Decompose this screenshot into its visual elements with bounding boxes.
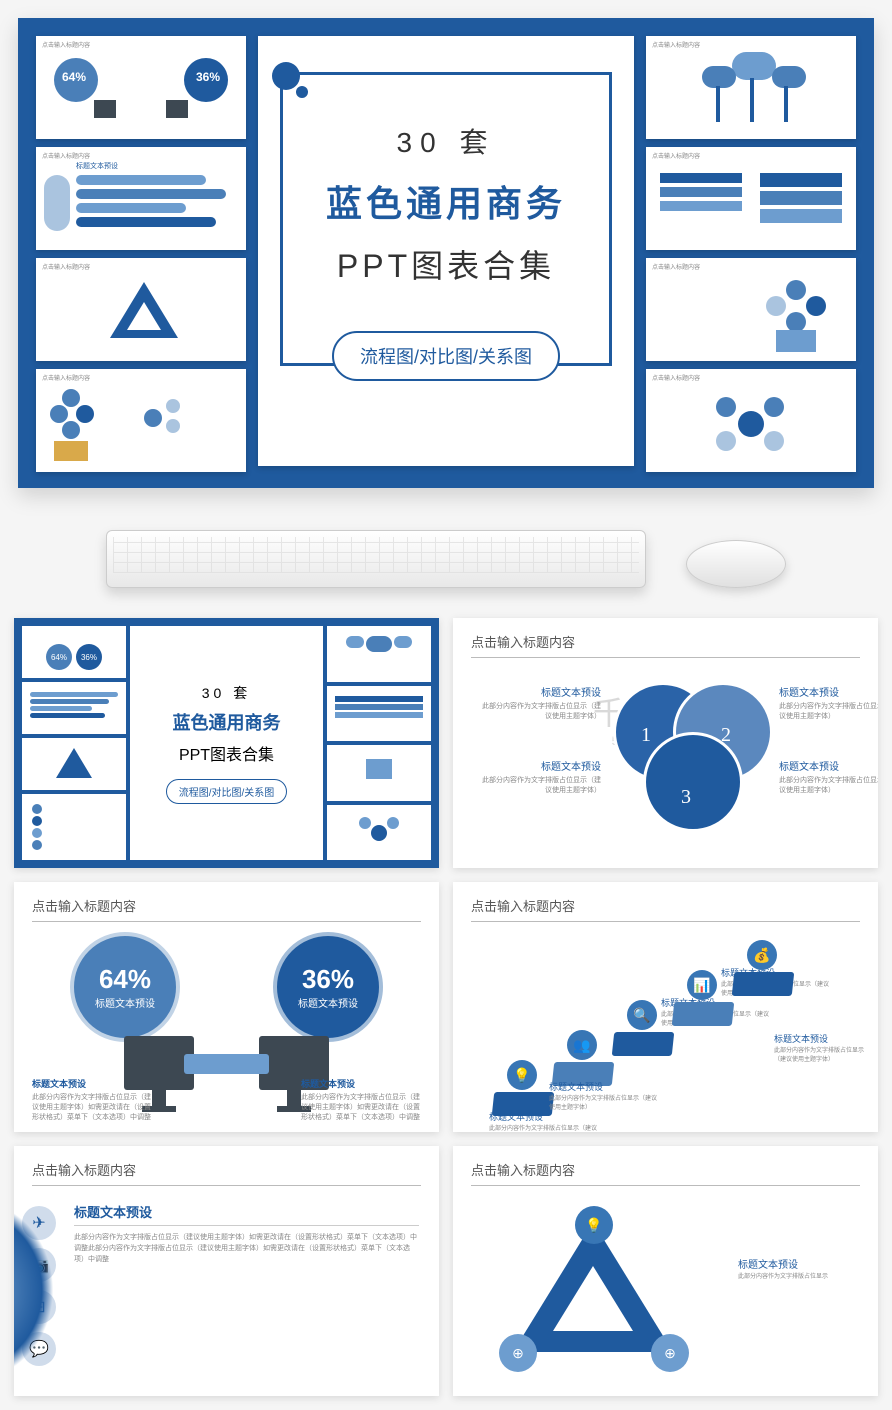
stair-step-icon: 🔍	[627, 1000, 657, 1030]
thumb-5: 点击输入标题内容	[646, 36, 856, 139]
thumb-header: 点击输入标题内容	[42, 262, 90, 271]
keyboard-icon	[106, 530, 646, 588]
desk-peripherals	[0, 506, 892, 618]
slide-grid: 64%36% 30 套 蓝色通用商务 PPT图表合集 流程图/对比图/关系图 千…	[0, 618, 892, 1410]
slide-header: 点击输入标题内容	[453, 1146, 878, 1186]
venn-num-1: 1	[641, 724, 651, 747]
triangle-corner-icon: ⊕	[651, 1334, 689, 1372]
thumb-header: 点击输入标题内容	[652, 151, 700, 160]
thumb-1: 点击输入标题内容 64% 36%	[36, 36, 246, 139]
venn-num-2: 2	[721, 724, 731, 747]
triangle-label: 标题文本预设此部分内容作为文字排版占位显示	[738, 1256, 858, 1280]
stair-end-label: 标题文本预设此部分内容作为文字排版占位显示（建议使用主题字体）	[774, 1032, 864, 1063]
stair-step-icon: 💡	[507, 1060, 537, 1090]
stair-step	[612, 1032, 675, 1056]
percent-circle-left: 64% 标题文本预设	[70, 932, 180, 1042]
thumb-header: 点击输入标题内容	[652, 373, 700, 382]
slide-header: 点击输入标题内容	[14, 882, 439, 922]
stair-step-icon: 📊	[687, 970, 717, 1000]
stair-label: 标题文本预设此部分内容作为文字排版占位显示（建议使用主题字体）	[549, 1080, 659, 1111]
thumb-header: 点击输入标题内容	[652, 262, 700, 271]
stair-step	[732, 972, 795, 996]
venn-label: 标题文本预设此部分内容作为文字排版占位显示（建议使用主题字体）	[779, 684, 878, 721]
thumb-column-right: 点击输入标题内容 点击输入标题内容 点击输入标题内容	[646, 36, 856, 472]
title-main: 蓝色通用商务	[316, 175, 576, 227]
venn-diagram: 1 2 3 标题文本预设此部分内容作为文字排版占位显示（建议使用主题字体） 标题…	[453, 658, 878, 858]
percent-circle-right: 36% 标题文本预设	[273, 932, 383, 1042]
mini-count: 30 套	[202, 683, 251, 703]
stair-step-icon: 👥	[567, 1030, 597, 1060]
thumb-header: 点击输入标题内容	[42, 151, 90, 160]
thumb-2: 点击输入标题内容 标题文本预设	[36, 147, 246, 250]
percent-note-left: 标题文本预设此部分内容作为文字排版占位显示（建议使用主题字体）如需更改请在（设置…	[32, 1077, 152, 1122]
thumb-3: 点击输入标题内容	[36, 258, 246, 361]
slide-header: 点击输入标题内容	[453, 882, 878, 922]
slide-header: 点击输入标题内容	[14, 1146, 439, 1186]
stair-step	[672, 1002, 735, 1026]
venn-circle-3	[643, 732, 743, 832]
percent-value: 64%	[99, 964, 151, 995]
list-title: 标题文本预设	[74, 1202, 419, 1226]
thumb-8: 点击输入标题内容	[646, 369, 856, 472]
triangle-corner-icon: ⊕	[499, 1334, 537, 1372]
venn-label: 标题文本预设此部分内容作为文字排版占位显示（建议使用主题字体）	[481, 684, 601, 721]
slide-header: 点击输入标题内容	[453, 618, 878, 658]
hand-icon	[209, 1054, 269, 1074]
percent-label: 标题文本预设	[298, 995, 358, 1010]
title-subtitle: PPT图表合集	[327, 241, 565, 287]
accent-dots-icon	[272, 62, 300, 90]
mouse-icon	[686, 540, 786, 588]
hero-title-panel: 30 套 蓝色通用商务 PPT图表合集 流程图/对比图/关系图	[258, 36, 634, 466]
thumb-7: 点击输入标题内容	[646, 258, 856, 361]
thumb-header: 点击输入标题内容	[42, 40, 90, 49]
mini-title-panel: 30 套 蓝色通用商务 PPT图表合集 流程图/对比图/关系图	[130, 626, 323, 860]
thumb-4: 点击输入标题内容	[36, 369, 246, 472]
triangle-apex-icon: 💡	[575, 1206, 613, 1244]
thumb-header: 点击输入标题内容	[652, 40, 700, 49]
slide-icon-list: 点击输入标题内容 ✈📷⊞💬 标题文本预设 此部分内容作为文字排版占位显示（建议使…	[14, 1146, 439, 1396]
title-categories-pill: 流程图/对比图/关系图	[332, 331, 560, 381]
slide-staircase: 点击输入标题内容 标题文本预设此部分内容作为文字排版占位显示（建议使用主题字体）…	[453, 882, 878, 1132]
stair-label: 标题文本预设此部分内容作为文字排版占位显示（建议使用主题字体）	[489, 1110, 599, 1132]
slide-percent-compare: 点击输入标题内容 64% 标题文本预设 36% 标题文本预设 标题文本预设此部分…	[14, 882, 439, 1132]
thumb-column-left: 点击输入标题内容 64% 36% 点击输入标题内容 标题文本预设 点击输入标题内…	[36, 36, 246, 472]
hero-preview: 点击输入标题内容 64% 36% 点击输入标题内容 标题文本预设 点击输入标题内…	[0, 0, 892, 506]
venn-label: 标题文本预设此部分内容作为文字排版占位显示（建议使用主题字体）	[779, 758, 878, 795]
thumb-6: 点击输入标题内容	[646, 147, 856, 250]
mini-main: 蓝色通用商务	[173, 709, 281, 735]
mini-pill: 流程图/对比图/关系图	[166, 779, 288, 804]
title-count: 30 套	[387, 121, 506, 161]
hero-slide: 点击输入标题内容 64% 36% 点击输入标题内容 标题文本预设 点击输入标题内…	[18, 18, 874, 488]
slide-venn: 千库网588ku.com 点击输入标题内容 1 2 3 标题文本预设此部分内容作…	[453, 618, 878, 868]
mini-sub: PPT图表合集	[179, 741, 274, 765]
staircase-diagram: 标题文本预设此部分内容作为文字排版占位显示（建议使用主题字体） 💡 标题文本预设此…	[453, 922, 878, 1132]
slide-triangle: 点击输入标题内容 💡 ⊕ ⊕ 标题文本预设此部分内容作为文字排版占位显示	[453, 1146, 878, 1396]
percent-label: 标题文本预设	[95, 995, 155, 1010]
list-paragraph: 此部分内容作为文字排版占位显示（建议使用主题字体）如需更改请在（设置形状格式）菜…	[74, 1232, 419, 1266]
percent-note-right: 标题文本预设此部分内容作为文字排版占位显示（建议使用主题字体）如需更改请在（设置…	[301, 1077, 421, 1122]
stair-step-icon: 💰	[747, 940, 777, 970]
venn-num-3: 3	[681, 786, 691, 809]
venn-label: 标题文本预设此部分内容作为文字排版占位显示（建议使用主题字体）	[481, 758, 601, 795]
thumb-header: 点击输入标题内容	[42, 373, 90, 382]
triangle-inner	[553, 1266, 633, 1331]
slide-mini-cover: 64%36% 30 套 蓝色通用商务 PPT图表合集 流程图/对比图/关系图	[14, 618, 439, 868]
percent-value: 36%	[302, 964, 354, 995]
